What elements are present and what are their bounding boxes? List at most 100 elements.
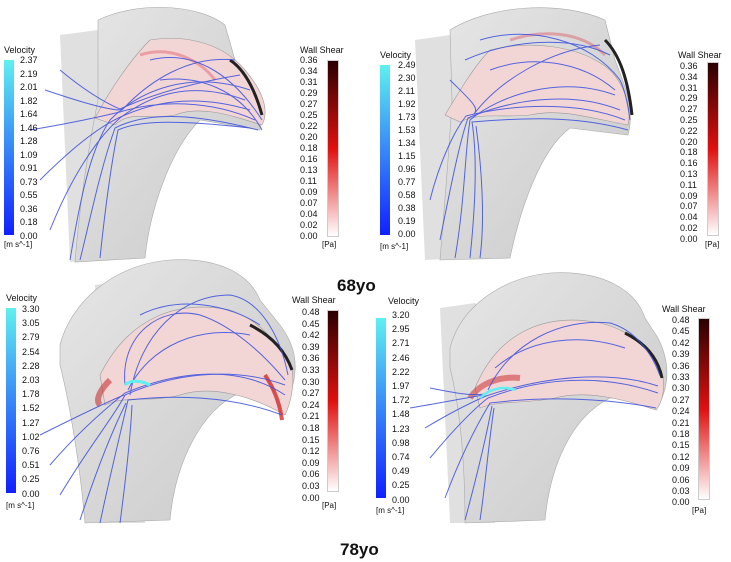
wall-shear-colorbar-title: Wall Shear: [678, 50, 722, 60]
wall-shear-ticks: 0.36 0.34 0.31 0.29 0.27 0.25 0.22 0.20 …: [300, 56, 325, 241]
tick-label: 0.00: [398, 229, 416, 239]
tick-label: 0.73: [20, 176, 38, 187]
wall-shear-unit: [Pa]: [705, 240, 720, 249]
wall-shear-unit: [Pa]: [322, 501, 337, 510]
tick-label: 0.21: [672, 417, 690, 428]
tick-label: 1.23: [392, 423, 410, 434]
tick-label: 0.29: [680, 93, 698, 104]
tick-label: 2.30: [398, 73, 416, 83]
tick-label: 0.34: [680, 71, 698, 82]
tick-label: 0.24: [302, 399, 320, 410]
tick-label: 0.07: [300, 198, 318, 208]
tick-label: 2.37: [20, 55, 38, 65]
tick-label: 0.27: [680, 104, 698, 115]
tick-label: 0.20: [680, 136, 698, 147]
tick-label: 1.82: [20, 95, 38, 106]
velocity-ticks: 3.30 3.05 2.79 2.54 2.28 2.03 1.78 1.52 …: [22, 305, 52, 499]
tick-label: 1.53: [398, 125, 416, 135]
tick-label: 2.03: [22, 375, 40, 385]
tick-label: 0.03: [672, 486, 690, 496]
tick-label: 0.09: [672, 463, 690, 474]
wall-shear-ticks: 0.36 0.34 0.31 0.29 0.27 0.25 0.22 0.20 …: [680, 61, 705, 244]
tick-label: 0.76: [22, 446, 40, 456]
tick-label: 3.20: [392, 310, 410, 320]
tick-label: 0.00: [392, 494, 410, 505]
tick-label: 0.15: [302, 434, 320, 445]
tick-label: 2.79: [22, 332, 40, 343]
tick-label: 0.19: [398, 216, 416, 226]
tick-label: 0.36: [680, 61, 698, 71]
tick-label: 1.27: [22, 417, 40, 428]
tick-label: 1.15: [398, 151, 416, 161]
tick-label: 0.38: [398, 203, 416, 213]
wall-shear-ticks: 0.48 0.45 0.42 0.39 0.36 0.33 0.30 0.27 …: [672, 316, 697, 507]
wall-shear-colorbar: [327, 60, 339, 237]
tick-label: 2.28: [22, 360, 40, 371]
tick-label: 0.18: [300, 143, 318, 153]
tick-label: 0.33: [672, 372, 690, 382]
wall-shear-unit: [Pa]: [692, 506, 707, 515]
tick-label: 0.06: [672, 474, 690, 485]
panel-78yo-left: Velocity 3.30 3.05 2.79 2.54 2.28 2.03 1…: [0, 255, 360, 525]
tick-label: 0.16: [300, 154, 318, 164]
tick-label: 1.52: [22, 403, 40, 414]
tick-label: 1.34: [398, 138, 416, 148]
age-label-78yo: 78yo: [340, 540, 379, 559]
velocity-colorbar-title: Velocity: [6, 293, 38, 303]
tick-label: 0.25: [680, 115, 698, 125]
velocity-colorbar-title: Velocity: [388, 296, 420, 306]
tick-label: 0.74: [392, 452, 410, 462]
tick-label: 1.78: [22, 389, 40, 400]
tick-label: 0.06: [302, 469, 320, 480]
velocity-unit: [m s^-1]: [376, 506, 405, 515]
tick-label: 0.09: [302, 457, 320, 468]
tick-label: 0.48: [302, 307, 320, 317]
panel-78yo-right: Velocity 3.20 2.95 2.71 2.46 2.22 1.97 1…: [370, 258, 731, 525]
tick-label: 0.11: [680, 179, 697, 190]
velocity-colorbar: [6, 308, 16, 493]
tick-label: 0.27: [672, 394, 690, 405]
tick-label: 2.95: [392, 324, 410, 335]
tick-label: 1.28: [20, 136, 38, 146]
tick-label: 2.49: [398, 60, 416, 70]
age-label-68yo: 68yo: [337, 276, 376, 295]
tick-label: 0.18: [680, 147, 698, 158]
tick-label: 0.39: [672, 349, 690, 360]
wall-shear-colorbar-title: Wall Shear: [300, 45, 344, 55]
tick-label: 0.98: [392, 437, 410, 448]
tick-label: 1.02: [22, 431, 40, 442]
tick-label: 2.22: [392, 366, 410, 377]
panel-68yo-left: Velocity 2.37 2.19 2.01 1.82 1.64 1.46 1…: [0, 0, 360, 265]
tick-label: 0.33: [302, 365, 320, 375]
tick-label: 1.09: [20, 149, 38, 160]
tick-label: 0.02: [680, 223, 698, 233]
wall-shear-colorbar-title: Wall Shear: [292, 295, 336, 305]
tick-label: 0.21: [302, 411, 320, 422]
tick-label: 0.45: [672, 326, 690, 337]
tick-label: 0.25: [392, 480, 410, 491]
velocity-unit: [m s^-1]: [4, 240, 33, 249]
tick-label: 0.20: [300, 132, 318, 142]
tick-label: 0.04: [300, 209, 318, 219]
tick-label: 1.73: [398, 112, 416, 122]
tick-label: 0.15: [672, 440, 690, 451]
tick-label: 0.07: [680, 201, 698, 212]
tick-label: 3.05: [22, 318, 40, 329]
tick-label: 0.00: [300, 231, 318, 241]
velocity-ticks: 2.37 2.19 2.01 1.82 1.64 1.46 1.28 1.09 …: [20, 55, 50, 241]
tick-label: 1.97: [392, 381, 410, 391]
wall-shear-ticks: 0.48 0.45 0.42 0.39 0.36 0.33 0.30 0.27 …: [302, 307, 327, 503]
tick-label: 0.09: [680, 190, 698, 201]
tick-label: 0.25: [22, 474, 40, 485]
tick-label: 2.71: [392, 338, 410, 349]
tick-label: 0.55: [20, 190, 38, 200]
wall-shear-colorbar-title: Wall Shear: [662, 304, 706, 314]
tick-label: 2.11: [398, 86, 415, 96]
tick-label: 1.72: [392, 395, 410, 406]
velocity-colorbar-title: Velocity: [4, 45, 36, 55]
tick-label: 1.46: [20, 122, 38, 133]
tick-label: 0.25: [300, 110, 318, 120]
tick-label: 0.18: [672, 429, 690, 439]
tick-label: 0.27: [300, 99, 318, 109]
velocity-colorbar: [380, 65, 390, 235]
